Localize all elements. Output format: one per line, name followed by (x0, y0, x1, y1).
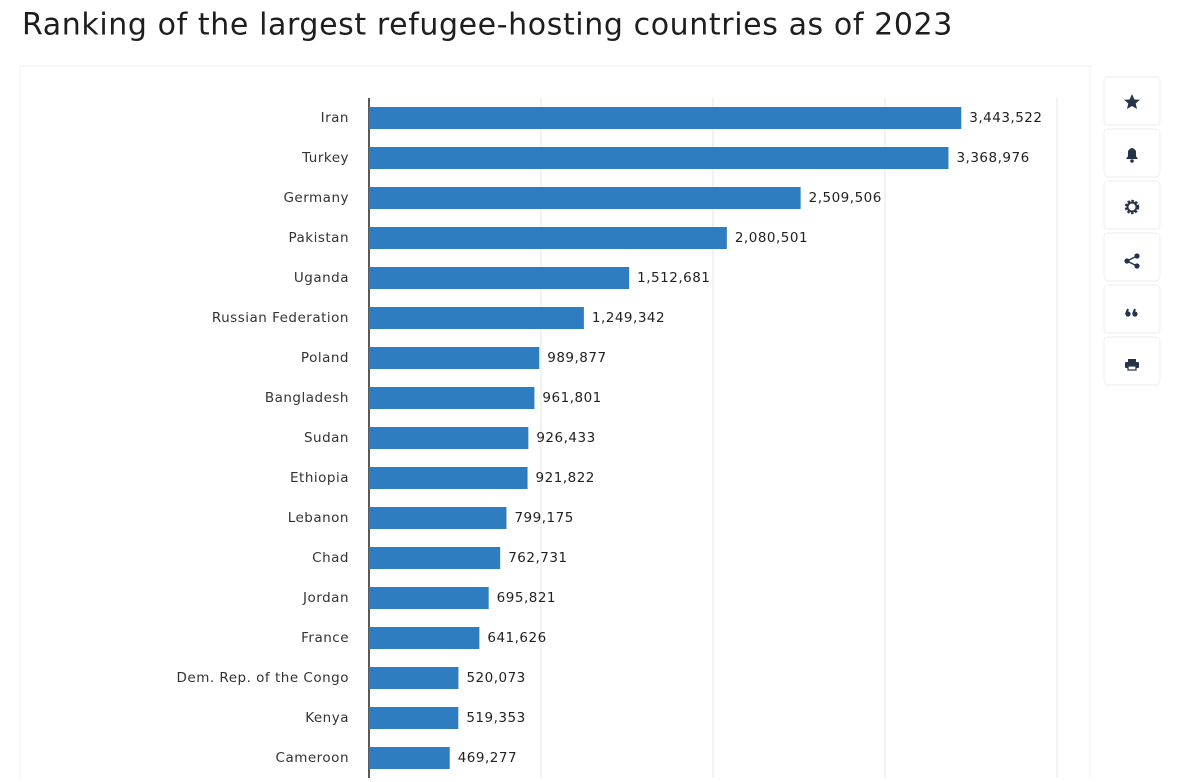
y-tick-label: Iran (321, 110, 349, 126)
bar (369, 427, 529, 449)
value-label: 921,822 (536, 470, 595, 486)
bar (369, 587, 489, 609)
y-tick-label: Chad (312, 550, 349, 566)
value-label: 469,277 (458, 750, 517, 766)
value-label: 519,353 (466, 710, 525, 726)
y-tick-label: Cameroon (276, 750, 349, 766)
value-label: 989,877 (547, 350, 606, 366)
y-tick-label: Turkey (301, 150, 349, 166)
print-button[interactable] (1103, 336, 1161, 386)
value-label: 3,443,522 (969, 110, 1042, 126)
y-tick-label: Ethiopia (290, 470, 349, 486)
y-tick-label: France (301, 630, 349, 646)
y-tick-label: Kenya (305, 710, 349, 726)
y-tick-label: Germany (283, 190, 349, 206)
y-tick-label: Russian Federation (212, 310, 349, 326)
y-tick-label: Pakistan (288, 230, 349, 246)
bar (369, 707, 459, 729)
value-label: 762,731 (508, 550, 567, 566)
share-button[interactable] (1103, 232, 1161, 282)
bar (369, 507, 507, 529)
y-tick-label: Jordan (302, 590, 349, 606)
favorite-button[interactable] (1103, 76, 1161, 126)
bar (369, 347, 540, 369)
alert-button[interactable] (1103, 128, 1161, 178)
value-label: 3,368,976 (956, 150, 1029, 166)
bar (369, 547, 501, 569)
bar (369, 227, 727, 249)
value-label: 1,249,342 (592, 310, 665, 326)
y-tick-label: Poland (301, 350, 349, 366)
value-label: 2,509,506 (809, 190, 882, 206)
bar (369, 307, 584, 329)
y-tick-label: Bangladesh (265, 390, 349, 406)
bar (369, 667, 459, 689)
value-label: 695,821 (497, 590, 556, 606)
bar (369, 107, 962, 129)
bar (369, 187, 801, 209)
chart-title: Ranking of the largest refugee-hosting c… (22, 8, 953, 43)
value-label: 641,626 (487, 630, 546, 646)
chart-panel (19, 65, 1091, 782)
cite-button[interactable] (1103, 284, 1161, 334)
bar (369, 467, 528, 489)
value-label: 2,080,501 (735, 230, 808, 246)
y-tick-label: Lebanon (288, 510, 349, 526)
y-tick-label: Uganda (294, 270, 349, 286)
bar (369, 747, 450, 769)
value-label: 799,175 (514, 510, 573, 526)
bar (369, 387, 535, 409)
value-label: 1,512,681 (637, 270, 710, 286)
y-tick-label: Dem. Rep. of the Congo (177, 670, 350, 686)
settings-button[interactable] (1103, 180, 1161, 230)
bar (369, 627, 480, 649)
value-label: 926,433 (536, 430, 595, 446)
value-label: 520,073 (466, 670, 525, 686)
value-label: 961,801 (542, 390, 601, 406)
bar (369, 267, 630, 289)
toolbar (1103, 76, 1161, 386)
bar (369, 147, 949, 169)
y-tick-label: Sudan (304, 430, 349, 446)
